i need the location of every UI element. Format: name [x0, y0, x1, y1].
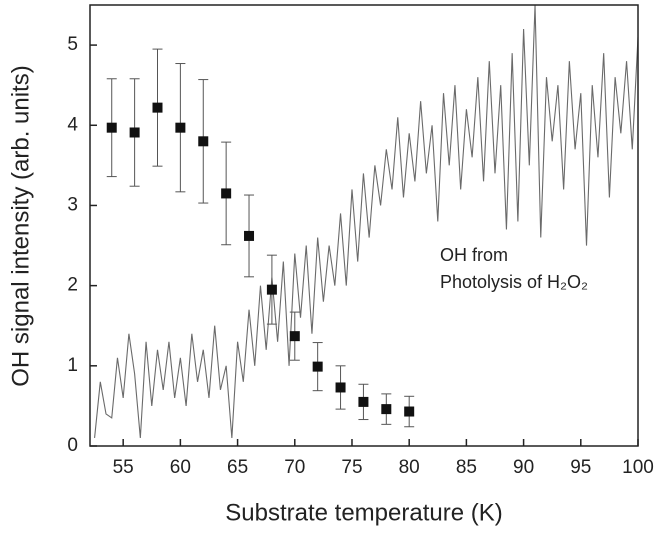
marker	[106, 122, 117, 133]
marker	[381, 404, 392, 415]
y-tick-label: 3	[67, 194, 78, 215]
marker	[335, 382, 346, 393]
marker	[244, 230, 255, 241]
x-tick-label: 85	[456, 457, 477, 478]
y-tick-label: 1	[67, 355, 78, 376]
x-tick-label: 90	[513, 457, 534, 478]
marker	[129, 127, 140, 138]
signal-line	[94, 4, 639, 439]
marker	[289, 331, 300, 342]
x-axis-label: Substrate temperature (K)	[225, 499, 502, 526]
annotation: OH from	[440, 245, 508, 265]
x-tick-label: 80	[399, 457, 420, 478]
y-tick-label: 5	[67, 34, 78, 55]
x-tick-label: 55	[113, 457, 134, 478]
y-tick-label: 0	[67, 435, 78, 456]
marker	[175, 122, 186, 133]
y-axis-label: OH signal intensity (arb. units)	[7, 65, 34, 386]
x-tick-label: 65	[227, 457, 248, 478]
annotation: Photolysis of H₂O₂	[440, 272, 588, 292]
x-tick-label: 60	[170, 457, 191, 478]
x-tick-label: 75	[341, 457, 362, 478]
y-tick-label: 4	[67, 114, 78, 135]
marker	[404, 406, 415, 417]
marker	[312, 361, 323, 372]
x-tick-label: 70	[284, 457, 305, 478]
x-tick-label: 100	[622, 457, 654, 478]
y-tick-label: 2	[67, 275, 78, 296]
marker	[198, 136, 209, 147]
marker	[152, 102, 163, 113]
marker	[221, 188, 232, 199]
x-tick-label: 95	[570, 457, 591, 478]
marker	[358, 396, 369, 407]
marker	[266, 284, 277, 295]
plot-frame	[89, 4, 639, 447]
